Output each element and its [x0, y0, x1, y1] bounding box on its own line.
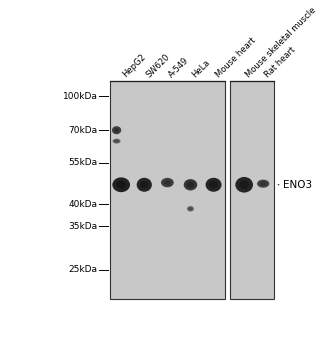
Ellipse shape — [209, 181, 218, 189]
Text: 100kDa: 100kDa — [62, 92, 97, 101]
Ellipse shape — [113, 139, 120, 143]
Bar — [230, 81, 274, 299]
Ellipse shape — [112, 177, 130, 192]
Ellipse shape — [161, 178, 174, 187]
Text: HeLa: HeLa — [191, 57, 212, 79]
Text: ENO3: ENO3 — [283, 180, 312, 190]
Text: 35kDa: 35kDa — [68, 222, 97, 231]
Ellipse shape — [184, 179, 197, 190]
Text: A-549: A-549 — [167, 55, 191, 79]
Ellipse shape — [114, 140, 119, 142]
Ellipse shape — [257, 180, 269, 188]
Ellipse shape — [235, 177, 253, 192]
Text: 40kDa: 40kDa — [68, 200, 97, 209]
Ellipse shape — [140, 181, 148, 189]
Text: 25kDa: 25kDa — [68, 265, 97, 274]
Ellipse shape — [239, 181, 249, 189]
Text: Mouse heart: Mouse heart — [214, 35, 257, 79]
Ellipse shape — [187, 182, 194, 188]
Ellipse shape — [187, 206, 194, 211]
Ellipse shape — [189, 207, 192, 210]
Bar — [110, 81, 225, 299]
Ellipse shape — [206, 178, 222, 192]
Text: 70kDa: 70kDa — [68, 126, 97, 135]
Ellipse shape — [112, 126, 121, 134]
Text: Rat heart: Rat heart — [263, 45, 297, 79]
Ellipse shape — [137, 178, 152, 192]
Text: SW620: SW620 — [144, 52, 171, 79]
Ellipse shape — [164, 180, 171, 185]
Ellipse shape — [114, 128, 119, 132]
Text: Mouse skeletal muscle: Mouse skeletal muscle — [244, 5, 317, 79]
Ellipse shape — [260, 181, 267, 186]
Text: 55kDa: 55kDa — [68, 159, 97, 167]
Ellipse shape — [116, 181, 126, 189]
Text: HepG2: HepG2 — [121, 52, 148, 79]
